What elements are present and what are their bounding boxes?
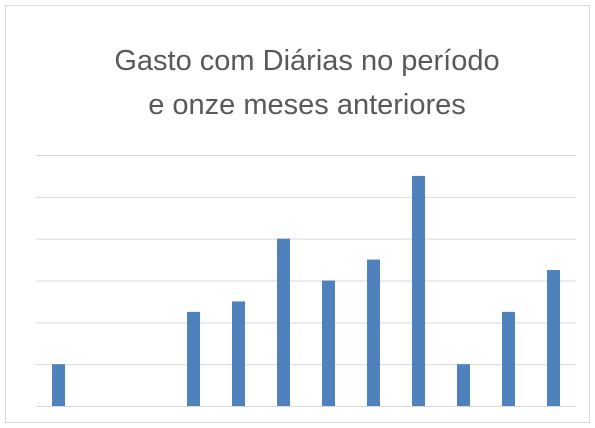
bar (187, 311, 200, 406)
bar (412, 175, 425, 406)
bar (277, 238, 290, 406)
bar (502, 311, 515, 406)
bar (232, 301, 245, 406)
chart-title: Gasto com Diárias no período (114, 45, 499, 77)
bar (457, 364, 470, 406)
bar (367, 259, 380, 406)
bar (52, 364, 65, 406)
chart-title: e onze meses anteriores (148, 89, 466, 121)
bar (322, 280, 335, 406)
bar (547, 270, 560, 406)
chart-frame (5, 5, 590, 423)
